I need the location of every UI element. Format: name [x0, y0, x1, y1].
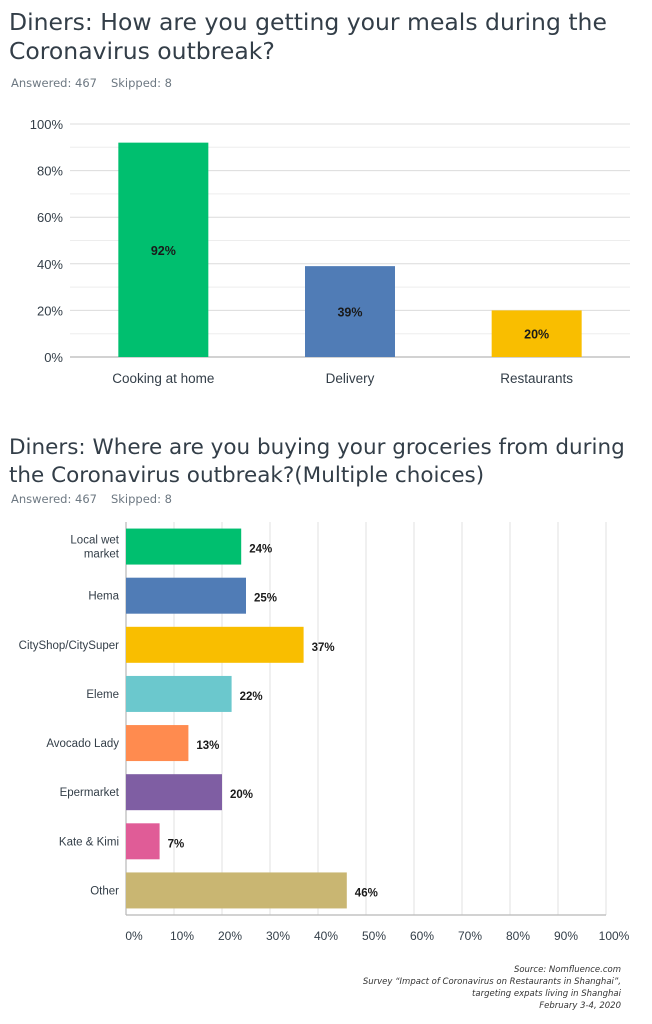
x-tick-label: 40%	[314, 929, 338, 943]
bar-value-label: 46%	[355, 887, 378, 899]
bar-value-label: 7%	[168, 838, 185, 850]
x-tick-label: 60%	[410, 929, 434, 943]
category-label: Other	[90, 885, 119, 897]
bar-value-label: 24%	[249, 544, 272, 556]
bar-value-label: 25%	[254, 593, 277, 605]
x-tick-label: 70%	[458, 929, 482, 943]
source-line: February 3-4, 2020	[539, 1001, 621, 1011]
category-label-line: Local wet	[70, 535, 119, 547]
y-tick-label: 40%	[37, 257, 63, 272]
bar	[126, 725, 189, 762]
q1-meta: Answered: 467 Skipped: 8	[11, 76, 172, 90]
x-tick-label: 0%	[125, 929, 143, 943]
bar-value-label: 37%	[312, 642, 335, 654]
category-label-line: Avocado Lady	[46, 738, 119, 750]
category-label: Epermarket	[60, 787, 120, 799]
x-tick-label: 30%	[266, 929, 290, 943]
x-tick-label: 20%	[218, 929, 242, 943]
source-line: Survey “Impact of Coronavirus on Restaur…	[362, 977, 621, 987]
bar	[126, 872, 347, 909]
groceries-bar-chart: 0% 10% 20% 30% 40% 50% 60% 70% 80% 90% 100% 24% Loca…	[19, 522, 630, 943]
category-label: Hema	[88, 591, 119, 603]
q2-title: Diners: Where are you buying your grocer…	[9, 435, 625, 488]
bar-value-label: 13%	[196, 740, 219, 752]
bar	[126, 675, 232, 712]
category-label: Cooking at home	[112, 371, 214, 386]
source-line: targeting expats living in Shanghai	[472, 989, 621, 999]
category-label-line: Other	[90, 885, 119, 897]
category-label: Restaurants	[500, 371, 573, 386]
source-note: Source: Nomfluence.com Survey “Impact of…	[363, 964, 621, 1012]
category-label-line: market	[84, 549, 120, 561]
category-label: Delivery	[326, 371, 375, 386]
bar-value-label: 20%	[524, 328, 549, 342]
y-tick-label: 0%	[44, 350, 63, 365]
q1-skipped: Skipped: 8	[110, 76, 172, 90]
source-line: Source: Nomfluence.com	[513, 965, 621, 975]
bar	[126, 626, 304, 663]
bar-value-label: 92%	[151, 244, 176, 258]
bar	[305, 266, 395, 357]
category-label: Local wet market	[70, 535, 119, 561]
bar-value-label: 39%	[337, 306, 362, 320]
bar	[126, 823, 160, 860]
bar	[491, 310, 582, 357]
bar	[126, 528, 242, 565]
q2-meta: Answered: 467 Skipped: 8	[11, 492, 172, 506]
category-label-line: Kate & Kimi	[59, 836, 119, 848]
q2-answered: Answered: 467	[11, 492, 97, 506]
bar	[126, 577, 246, 614]
x-tick-label: 50%	[362, 929, 386, 943]
meals-bar-chart: 0% 20% 40% 60% 80% 100% 92% Cooking at home 39% D…	[30, 117, 630, 386]
x-tick-label: 100%	[599, 929, 630, 943]
category-label-line: Hema	[88, 591, 119, 603]
category-label-line: CityShop/CitySuper	[19, 640, 120, 652]
bar-value-label: 22%	[240, 691, 263, 703]
category-label-line: Epermarket	[60, 787, 120, 799]
q1-answered: Answered: 467	[11, 76, 97, 90]
y-tick-label: 60%	[37, 210, 63, 225]
bar	[118, 142, 209, 357]
category-label: Avocado Lady	[46, 738, 119, 750]
x-tick-label: 90%	[554, 929, 578, 943]
bar-value-label: 20%	[230, 789, 253, 801]
y-tick-label: 80%	[37, 164, 63, 179]
bar	[126, 774, 222, 811]
x-tick-label: 10%	[170, 929, 194, 943]
y-tick-label: 20%	[37, 303, 63, 318]
category-label-line: Eleme	[86, 689, 119, 701]
category-label: Eleme	[86, 689, 119, 701]
q2-skipped: Skipped: 8	[110, 492, 172, 506]
y-tick-label: 100%	[30, 117, 64, 132]
x-tick-label: 80%	[506, 929, 530, 943]
q1-title: Diners: How are you getting your meals d…	[9, 8, 607, 65]
category-label: CityShop/CitySuper	[19, 640, 120, 652]
category-label: Kate & Kimi	[59, 836, 119, 848]
